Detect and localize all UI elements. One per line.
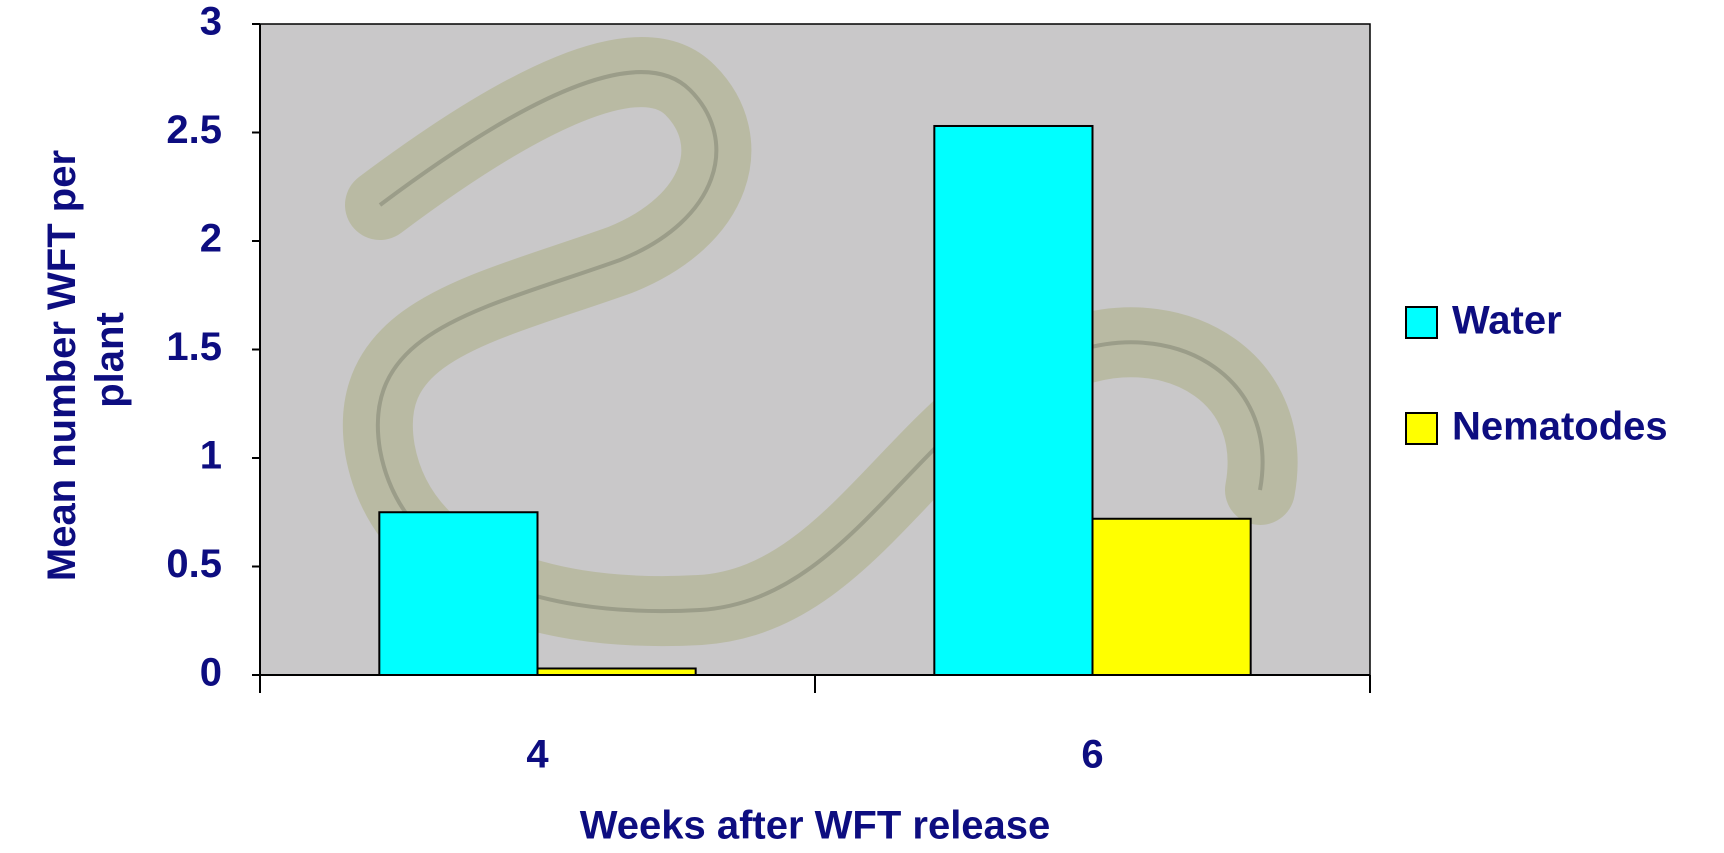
y-tick-label: 2.5 xyxy=(166,108,222,152)
x-tick-label: 6 xyxy=(1081,733,1103,777)
y-tick-label: 0 xyxy=(200,651,222,695)
y-tick-label: 3 xyxy=(200,0,222,44)
y-axis-title-line: Mean number WFT per xyxy=(40,150,84,581)
bar xyxy=(933,124,1094,677)
y-tick-label: 1.5 xyxy=(166,325,222,369)
bar xyxy=(1091,517,1252,677)
y-tick-label: 1 xyxy=(200,434,222,478)
legend-label: Water xyxy=(1452,299,1562,343)
legend-swatch xyxy=(1405,412,1438,445)
x-tick-label: 4 xyxy=(526,733,549,777)
y-axis-title: Mean number WFT per plant xyxy=(40,139,132,581)
x-axis-title: Weeks after WFT release xyxy=(580,804,1051,848)
y-axis-title-line: plant xyxy=(88,312,132,408)
legend-label: Nematodes xyxy=(1452,405,1668,449)
plot-frame xyxy=(259,23,1371,676)
bar xyxy=(378,511,539,676)
legend-swatch xyxy=(1405,306,1438,339)
y-tick-label: 2 xyxy=(200,217,222,261)
y-tick-label: 0.5 xyxy=(166,542,222,586)
